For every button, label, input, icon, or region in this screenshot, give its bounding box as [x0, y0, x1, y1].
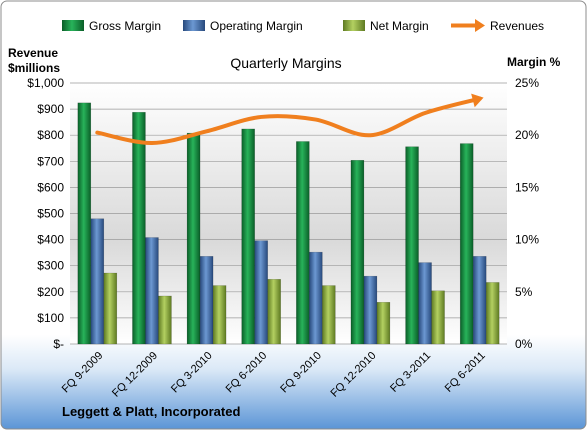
- right-axis-ticks: 0% 5% 10% 15% 20% 25%: [515, 76, 539, 351]
- bar-net-margin: [103, 272, 118, 345]
- bar-net-margin: [267, 279, 281, 345]
- legend-swatch-operating-margin: [183, 20, 205, 31]
- left-tick-label: $500: [37, 207, 64, 221]
- bars: [77, 102, 500, 345]
- bar-net-margin: [431, 290, 445, 345]
- company-name: Leggett & Platt, Incorporated: [62, 404, 240, 419]
- bar-operating-margin: [254, 240, 268, 345]
- revenues-line: [95, 96, 482, 146]
- right-tick-label: 5%: [515, 285, 533, 299]
- left-tick-label: $400: [37, 233, 64, 247]
- left-tick-label: $-: [53, 337, 64, 351]
- left-tick-label: $800: [37, 128, 64, 142]
- legend-label-gross-margin: Gross Margin: [89, 19, 161, 33]
- chart-title: Quarterly Margins: [230, 55, 341, 71]
- right-axis-label: Margin %: [507, 55, 561, 69]
- legend: Gross Margin Operating Margin Net Margin Re…: [62, 19, 544, 33]
- right-tick-label: 25%: [515, 76, 539, 90]
- left-tick-label: $900: [37, 102, 64, 116]
- bar-gross-margin: [186, 132, 201, 345]
- bar-net-margin: [376, 301, 391, 345]
- left-tick-label: $600: [37, 180, 64, 194]
- legend-arrow-revenues: [475, 19, 485, 32]
- right-tick-label: 20%: [515, 128, 539, 142]
- left-tick-label: $200: [37, 285, 64, 299]
- left-tick-label: $300: [37, 259, 64, 273]
- bar-operating-margin: [145, 237, 159, 345]
- left-tick-label: $1,000: [27, 76, 64, 90]
- legend-swatch-net-margin: [343, 20, 365, 31]
- bar-net-margin: [212, 285, 227, 345]
- bar-gross-margin: [350, 160, 365, 345]
- bar-operating-margin: [90, 218, 105, 345]
- bar-gross-margin: [132, 111, 146, 345]
- left-axis-ticks: $- $100 $200 $300 $400 $500 $600 $700 $800 $900 $1…: [27, 76, 64, 351]
- left-axis-label-line1: Revenue: [8, 46, 58, 60]
- bar-operating-margin: [472, 256, 487, 345]
- bar-net-margin: [485, 282, 500, 345]
- bar-gross-margin: [296, 141, 310, 345]
- right-tick-label: 10%: [515, 233, 539, 247]
- right-tick-label: 0%: [515, 337, 533, 351]
- legend-label-operating-margin: Operating Margin: [210, 19, 303, 33]
- bar-operating-margin: [309, 251, 323, 345]
- legend-label-net-margin: Net Margin: [370, 19, 429, 33]
- left-axis-label-line2: $millions: [8, 61, 60, 75]
- bar-gross-margin: [241, 128, 255, 345]
- bar-operating-margin: [199, 256, 214, 345]
- bar-net-margin: [322, 285, 336, 345]
- revenues-arrowhead: [471, 93, 484, 108]
- bar-gross-margin: [405, 146, 419, 345]
- legend-label-revenues: Revenues: [490, 19, 544, 33]
- bar-net-margin: [158, 295, 172, 345]
- bar-operating-margin: [418, 262, 432, 345]
- revenue-line-group: [95, 93, 484, 146]
- legend-swatch-gross-margin: [62, 20, 84, 31]
- right-tick-label: 15%: [515, 180, 539, 194]
- left-tick-label: $100: [37, 311, 64, 325]
- bar-operating-margin: [363, 275, 378, 345]
- bar-gross-margin: [77, 102, 92, 345]
- left-tick-label: $700: [37, 154, 64, 168]
- bar-gross-margin: [459, 143, 474, 345]
